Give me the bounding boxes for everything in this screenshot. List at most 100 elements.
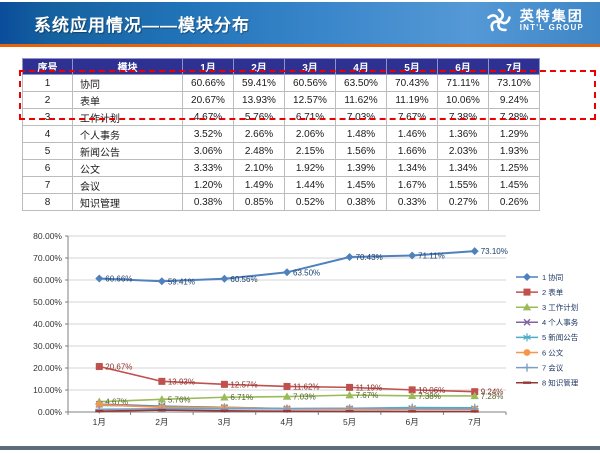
data-point-label: 9.24%: [481, 388, 504, 397]
table-header-cell: 3月: [284, 58, 336, 75]
marker-triangle: [282, 392, 292, 400]
value-cell: 7.03%: [335, 108, 387, 126]
legend-marker: [523, 349, 531, 356]
value-cell: 1.34%: [386, 159, 438, 177]
data-point: [283, 268, 291, 277]
value-cell: 1.36%: [437, 125, 489, 143]
module-name-cell: 工作计划: [72, 108, 183, 126]
marker-square: [220, 380, 228, 388]
marker-circle: [95, 401, 103, 409]
table-row: 5 新闻公告 3.06% 2.48% 2.15% 1.56% 1.66% 2.03% 1.93%: [22, 142, 540, 160]
data-point-label: 12.57%: [230, 380, 257, 389]
module-name-cell: 公文: [72, 159, 183, 177]
value-cell: 1.56%: [335, 142, 387, 160]
table-row: 6 公文 3.33% 2.10% 1.92% 1.39% 1.34% 1.34% 1.25%: [22, 159, 540, 177]
value-cell: 13.93%: [233, 91, 285, 109]
value-cell: 3.52%: [182, 125, 234, 143]
value-cell: 0.33%: [386, 193, 438, 211]
table-header-cell: 5月: [386, 58, 438, 75]
table-row: 8 知识管理 0.38% 0.85% 0.52% 0.38% 0.33% 0.27% 0.26%: [22, 193, 540, 211]
value-cell: 1.92%: [284, 159, 336, 177]
marker-square: [471, 388, 479, 396]
table-header-cell: 模块: [72, 58, 183, 75]
data-point-label: 10.06%: [418, 386, 445, 395]
data-point: [220, 380, 228, 388]
value-cell: 63.50%: [335, 74, 387, 92]
data-point: [346, 383, 354, 391]
value-cell: 73.10%: [488, 74, 540, 92]
y-axis-tick-label: 70.00%: [33, 253, 62, 263]
value-cell: 1.45%: [335, 176, 387, 194]
row-index-cell: 2: [22, 91, 73, 109]
value-cell: 0.85%: [233, 193, 285, 211]
marker-diamond: [523, 273, 531, 281]
value-cell: 4.67%: [182, 108, 234, 126]
marker-x: [523, 318, 531, 326]
marker-diamond: [95, 274, 104, 283]
data-point-label: 7.28%: [481, 392, 504, 401]
value-cell: 11.19%: [386, 91, 438, 109]
marker-diamond: [157, 277, 166, 286]
value-cell: 0.38%: [182, 193, 234, 211]
legend-label: 6 公文: [542, 347, 564, 357]
data-point-label: 6.71%: [230, 393, 253, 402]
data-point-label: 5.76%: [168, 395, 191, 404]
marker-diamond: [408, 251, 417, 260]
y-axis-tick-label: 40.00%: [33, 319, 62, 329]
marker-triangle: [345, 390, 354, 399]
logo-company-subtitle: INT'L GROUP: [519, 23, 584, 33]
legend-label: 2 表单: [542, 287, 564, 297]
table-header-row: 序号 模块 1月 2月 3月 4月 5月 6月 7月: [22, 58, 540, 75]
data-point-label: 7.67%: [356, 391, 379, 400]
value-cell: 1.67%: [386, 176, 438, 194]
value-cell: 0.27%: [437, 193, 489, 211]
value-cell: 12.57%: [284, 91, 336, 109]
value-cell: 3.33%: [182, 159, 234, 177]
x-axis-tick-label: 6月: [406, 417, 419, 427]
value-cell: 1.25%: [488, 159, 540, 177]
data-point: [158, 377, 166, 385]
x-axis-tick-label: 3月: [218, 417, 231, 427]
value-cell: 11.62%: [335, 91, 387, 109]
module-trend-line-chart: 0.00% 10.00% 20.00% 30.00% 40.00% 50.00% 60.00…: [30, 221, 598, 445]
table-header-cell: 6月: [437, 58, 489, 75]
legend-label: 7 会议: [542, 362, 564, 372]
data-point: [157, 277, 166, 286]
value-cell: 1.44%: [284, 176, 336, 194]
y-axis-tick-label: 50.00%: [33, 297, 62, 307]
table-header-cell: 2月: [233, 58, 285, 75]
value-cell: 6.71%: [284, 108, 336, 126]
module-distribution-table: 序号 模块 1月 2月 3月 4月 5月 6月 7月 1 协同 60.66% 59.41% 60.56% 6…: [22, 58, 540, 211]
legend-marker: [523, 288, 531, 296]
legend-marker: [522, 303, 532, 311]
legend-marker: [523, 273, 531, 281]
value-cell: 2.66%: [233, 125, 285, 143]
marker-square: [408, 386, 416, 394]
table-header-cell: 4月: [335, 58, 387, 75]
table-header-cell: 序号: [22, 58, 73, 75]
marker-diamond: [283, 268, 291, 277]
marker-plus: [157, 404, 166, 413]
table-row: 3 工作计划 4.67% 5.76% 6.71% 7.03% 7.67% 7.38% 7.28%: [22, 108, 540, 126]
value-cell: 5.76%: [233, 108, 285, 126]
data-point-label: 7.03%: [293, 393, 316, 402]
value-cell: 7.67%: [386, 108, 438, 126]
marker-diamond: [470, 247, 479, 256]
module-name-cell: 知识管理: [72, 193, 183, 211]
y-axis-tick-label: 0.00%: [38, 407, 63, 417]
marker-square: [158, 377, 166, 385]
marker-asterisk: [523, 333, 531, 342]
row-index-cell: 7: [22, 176, 73, 194]
company-logo: 英特集团 INT'L GROUP: [484, 6, 584, 36]
data-point-label: 11.19%: [356, 383, 383, 392]
data-point: [471, 388, 479, 396]
module-name-cell: 新闻公告: [72, 142, 183, 160]
table-row: 1 协同 60.66% 59.41% 60.56% 63.50% 70.43% 71.11% 7…: [22, 74, 540, 92]
table-row: 2 表单 20.67% 13.93% 12.57% 11.62% 11.19% 10.06% 9…: [22, 91, 540, 109]
value-cell: 1.66%: [386, 142, 438, 160]
value-cell: 1.34%: [437, 159, 489, 177]
value-cell: 1.39%: [335, 159, 387, 177]
value-cell: 2.15%: [284, 142, 336, 160]
data-point: [220, 393, 229, 401]
row-index-cell: 1: [22, 74, 73, 92]
